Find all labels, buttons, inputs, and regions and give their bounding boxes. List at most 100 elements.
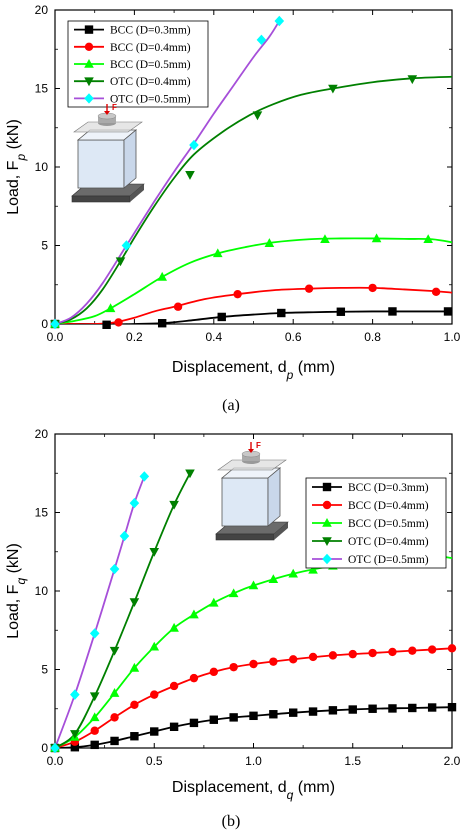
panel-b-data-point bbox=[90, 740, 99, 750]
panel-b-data-point bbox=[308, 564, 318, 574]
panel-a-legend-marker bbox=[84, 93, 94, 104]
panel-b-data-point bbox=[209, 715, 218, 724]
panel-b-xtick-label: 2.0 bbox=[444, 754, 461, 768]
panel-a-data-point bbox=[388, 307, 397, 316]
panel-b-data-point bbox=[288, 568, 298, 578]
panel-b-data-point bbox=[408, 703, 417, 713]
panel-b-data-point bbox=[109, 646, 120, 656]
panel-a-legend-marker bbox=[84, 77, 94, 87]
panel-b-data-point bbox=[229, 662, 238, 672]
panel-b-series-markers-1 bbox=[50, 644, 457, 753]
panel-a-legend-label: OTC (D=0.4mm) bbox=[110, 76, 191, 88]
panel-b-data-point bbox=[110, 736, 119, 746]
panel-a-data-point bbox=[189, 139, 199, 151]
panel-b-xtick-label: 1.5 bbox=[344, 754, 361, 768]
panel-a: 0.0 0.2 0.4 0.6 0.8 1.0 0 5 10 15 20 Displacement, … bbox=[5, 3, 461, 414]
panel-b-data-point bbox=[408, 646, 417, 655]
panel-b-ytick-label: 0 bbox=[41, 741, 48, 755]
panel-b-inset-base-front bbox=[215, 533, 275, 541]
panel-a-inset-base-front bbox=[71, 195, 131, 203]
panel-b-data-point bbox=[228, 588, 239, 598]
panel-b-data-point bbox=[110, 713, 119, 722]
panel-b-data-point bbox=[169, 500, 179, 510]
panel-a-data-point bbox=[212, 248, 223, 258]
panel-a-data-point bbox=[368, 283, 377, 293]
panel-a-inset-force-label: F bbox=[112, 103, 117, 112]
panel-a-ytick-label: 0 bbox=[41, 317, 48, 331]
panel-b-data-point bbox=[70, 730, 80, 739]
panel-b-data-point bbox=[50, 742, 60, 754]
panel-a-series-markers-4 bbox=[50, 15, 285, 330]
panel-a-data-point bbox=[371, 233, 382, 243]
panel-b-data-point bbox=[149, 547, 160, 557]
panel-b-inset-cube-side bbox=[267, 467, 281, 527]
panel-b-data-point bbox=[130, 700, 139, 710]
panel-b-xtick-label: 0.5 bbox=[146, 754, 163, 768]
panel-a-data-point bbox=[328, 84, 338, 94]
panel-b-data-point bbox=[427, 645, 437, 654]
panel-b-inset-force-arrow-head bbox=[248, 449, 254, 453]
panel-b-data-point bbox=[70, 689, 80, 700]
panel-b-data-point bbox=[209, 597, 219, 607]
panel-b-data-point bbox=[308, 707, 318, 716]
panel-b-data-point bbox=[130, 732, 139, 741]
panel-a-data-point bbox=[233, 289, 242, 299]
panel-a-y-axis-label: Load, Fp (kN) bbox=[5, 119, 28, 215]
panel-a-xtick-label: 0.2 bbox=[126, 330, 143, 344]
panel-b-data-point bbox=[348, 705, 357, 714]
panel-b-data-point bbox=[368, 704, 377, 713]
panel-a-data-point bbox=[443, 307, 453, 316]
panel-a-legend-label: BCC (D=0.5mm) bbox=[110, 59, 191, 71]
panel-b-legend: BCC (D=0.3mm) BCC (D=0.4mm) BCC (D=0.5mm) O… bbox=[305, 477, 447, 569]
panel-a-xtick-label: 0.4 bbox=[205, 330, 222, 344]
panel-a-inset-indenter-body bbox=[98, 116, 116, 123]
panel-b-data-point bbox=[248, 580, 259, 590]
panel-a-data-point bbox=[105, 303, 116, 313]
panel-b-ytick-label: 15 bbox=[35, 506, 49, 520]
panel-a-legend-marker bbox=[84, 25, 94, 34]
panel-b-data-point bbox=[150, 727, 159, 736]
panel-b-legend-marker bbox=[322, 518, 332, 527]
panel-a-ytick-label: 20 bbox=[35, 3, 49, 17]
panel-b-data-point bbox=[189, 609, 199, 619]
panel-a-inset-force-arrow-head bbox=[104, 111, 110, 115]
panel-a-caption: (a) bbox=[222, 397, 240, 414]
panel-b-data-point bbox=[129, 598, 140, 607]
panel-b-legend-label: BCC (D=0.4mm) bbox=[348, 500, 429, 512]
panel-b-data-point bbox=[427, 703, 437, 712]
panel-a-data-point bbox=[114, 318, 123, 327]
panel-a-inset-cube-side bbox=[123, 129, 137, 189]
panel-b-data-point bbox=[447, 644, 457, 653]
panel-b: 0.0 0.5 1.0 1.5 2.0 0 5 10 15 20 Displacement, dq … bbox=[5, 427, 461, 830]
panel-b-legend-marker bbox=[322, 500, 332, 510]
panel-b-legend-label: BCC (D=0.3mm) bbox=[348, 482, 429, 494]
panel-a-legend-marker bbox=[84, 42, 94, 51]
panel-a-legend: BCC (D=0.3mm) BCC (D=0.4mm) BCC (D=0.5mm) O… bbox=[67, 20, 209, 108]
panel-b-caption: (b) bbox=[222, 813, 241, 830]
panel-b-data-point bbox=[189, 718, 199, 728]
panel-b-xtick-label: 1.0 bbox=[245, 754, 262, 768]
panel-a-data-point bbox=[115, 257, 126, 267]
panel-b-data-point bbox=[249, 711, 258, 721]
panel-b-data-point bbox=[289, 708, 298, 717]
panel-a-series-line-4 bbox=[55, 20, 281, 324]
panel-b-inset-top-plate bbox=[217, 459, 287, 471]
panel-a-data-point bbox=[336, 307, 346, 316]
panel-b-data-point bbox=[388, 647, 397, 657]
panel-b-data-point bbox=[139, 471, 150, 482]
panel-a-inset-base-side bbox=[130, 184, 144, 202]
panel-a-legend-label: BCC (D=0.4mm) bbox=[110, 42, 191, 54]
panel-a-inset-top-plate bbox=[73, 121, 143, 133]
panel-a-data-point bbox=[256, 34, 267, 46]
panel-b-data-point bbox=[185, 469, 195, 479]
panel-a-data-point bbox=[121, 240, 132, 251]
panel-b-data-point bbox=[169, 722, 179, 732]
panel-b-data-point bbox=[109, 688, 120, 697]
panel-b-data-point bbox=[268, 574, 279, 584]
panel-a-ytick-label: 15 bbox=[35, 82, 49, 96]
panel-b-data-point bbox=[119, 530, 130, 542]
panel-b-data-point bbox=[348, 649, 357, 659]
panel-a-ytick-label: 10 bbox=[35, 160, 49, 174]
panel-b-data-point bbox=[229, 713, 238, 722]
panel-b-inset-force-label: F bbox=[256, 441, 261, 450]
